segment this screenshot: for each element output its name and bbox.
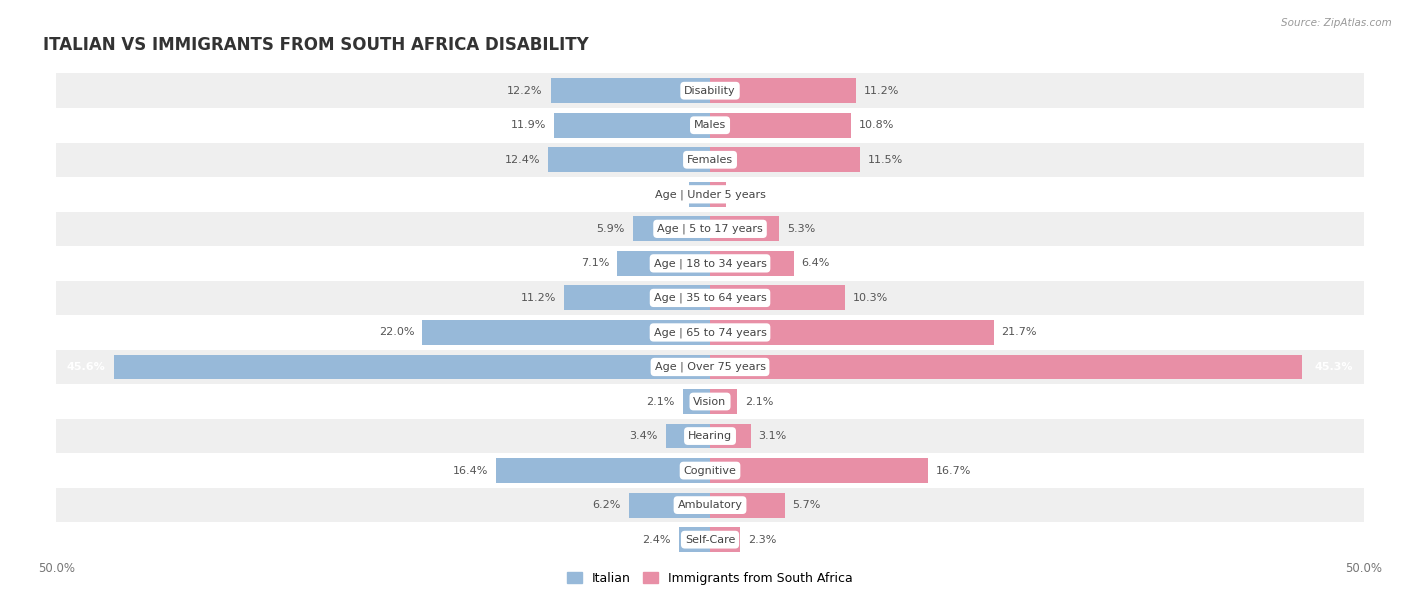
Bar xyxy=(710,458,928,483)
Text: 3.4%: 3.4% xyxy=(630,431,658,441)
Bar xyxy=(679,527,710,552)
Bar xyxy=(56,73,1364,108)
Text: Disability: Disability xyxy=(685,86,735,95)
Text: 12.4%: 12.4% xyxy=(505,155,540,165)
Bar xyxy=(710,389,738,414)
Bar xyxy=(554,113,710,138)
Text: 16.7%: 16.7% xyxy=(936,466,972,476)
Bar xyxy=(56,143,1364,177)
Text: 1.2%: 1.2% xyxy=(734,189,762,200)
Bar xyxy=(56,177,1364,212)
Text: 5.7%: 5.7% xyxy=(793,500,821,510)
Bar xyxy=(56,453,1364,488)
Text: 5.9%: 5.9% xyxy=(596,224,626,234)
Text: 1.6%: 1.6% xyxy=(652,189,682,200)
Text: 45.3%: 45.3% xyxy=(1315,362,1354,372)
Bar xyxy=(710,424,751,449)
Bar xyxy=(56,281,1364,315)
Text: 11.5%: 11.5% xyxy=(869,155,904,165)
Text: 2.3%: 2.3% xyxy=(748,535,776,545)
Text: Age | Over 75 years: Age | Over 75 years xyxy=(655,362,765,372)
Bar xyxy=(56,212,1364,246)
Bar xyxy=(710,354,1302,379)
Text: 16.4%: 16.4% xyxy=(453,466,488,476)
Text: 45.6%: 45.6% xyxy=(66,362,105,372)
Text: 21.7%: 21.7% xyxy=(1001,327,1038,337)
Bar xyxy=(422,320,710,345)
Bar xyxy=(710,182,725,207)
Bar xyxy=(665,424,710,449)
Text: 11.9%: 11.9% xyxy=(512,120,547,130)
Bar xyxy=(56,108,1364,143)
Text: 2.1%: 2.1% xyxy=(647,397,675,406)
Text: Age | Under 5 years: Age | Under 5 years xyxy=(655,189,765,200)
Bar xyxy=(56,315,1364,349)
Bar xyxy=(710,113,851,138)
Text: 5.3%: 5.3% xyxy=(787,224,815,234)
Legend: Italian, Immigrants from South Africa: Italian, Immigrants from South Africa xyxy=(567,572,853,584)
Bar xyxy=(710,251,794,276)
Bar xyxy=(689,182,710,207)
Bar xyxy=(114,354,710,379)
Text: 10.8%: 10.8% xyxy=(859,120,894,130)
Bar xyxy=(710,320,994,345)
Bar xyxy=(56,419,1364,453)
Text: Age | 5 to 17 years: Age | 5 to 17 years xyxy=(657,223,763,234)
Text: 3.1%: 3.1% xyxy=(758,431,787,441)
Bar xyxy=(551,78,710,103)
Text: 2.1%: 2.1% xyxy=(745,397,773,406)
Text: 10.3%: 10.3% xyxy=(852,293,887,303)
Bar xyxy=(710,493,785,518)
Text: 22.0%: 22.0% xyxy=(380,327,415,337)
Text: ITALIAN VS IMMIGRANTS FROM SOUTH AFRICA DISABILITY: ITALIAN VS IMMIGRANTS FROM SOUTH AFRICA … xyxy=(44,36,589,54)
Text: Males: Males xyxy=(695,120,725,130)
Text: 6.2%: 6.2% xyxy=(593,500,621,510)
Bar xyxy=(628,493,710,518)
Text: Cognitive: Cognitive xyxy=(683,466,737,476)
Bar xyxy=(710,217,779,241)
Bar xyxy=(633,217,710,241)
Text: Ambulatory: Ambulatory xyxy=(678,500,742,510)
Bar xyxy=(710,78,856,103)
Text: Age | 18 to 34 years: Age | 18 to 34 years xyxy=(654,258,766,269)
Bar xyxy=(682,389,710,414)
Text: Females: Females xyxy=(688,155,733,165)
Bar xyxy=(617,251,710,276)
Text: Source: ZipAtlas.com: Source: ZipAtlas.com xyxy=(1281,18,1392,28)
Bar xyxy=(495,458,710,483)
Text: Age | 65 to 74 years: Age | 65 to 74 years xyxy=(654,327,766,338)
Bar xyxy=(564,285,710,310)
Text: 11.2%: 11.2% xyxy=(865,86,900,95)
Text: 12.2%: 12.2% xyxy=(508,86,543,95)
Text: Hearing: Hearing xyxy=(688,431,733,441)
Text: 6.4%: 6.4% xyxy=(801,258,830,269)
Text: 2.4%: 2.4% xyxy=(643,535,671,545)
Text: 11.2%: 11.2% xyxy=(520,293,555,303)
Bar xyxy=(56,384,1364,419)
Text: Vision: Vision xyxy=(693,397,727,406)
Bar xyxy=(710,285,845,310)
Text: Age | 35 to 64 years: Age | 35 to 64 years xyxy=(654,293,766,303)
Bar xyxy=(710,527,740,552)
Bar xyxy=(56,523,1364,557)
Bar xyxy=(548,147,710,172)
Text: 7.1%: 7.1% xyxy=(581,258,609,269)
Bar xyxy=(56,488,1364,523)
Text: Self-Care: Self-Care xyxy=(685,535,735,545)
Bar xyxy=(56,246,1364,281)
Bar xyxy=(56,349,1364,384)
Bar xyxy=(710,147,860,172)
